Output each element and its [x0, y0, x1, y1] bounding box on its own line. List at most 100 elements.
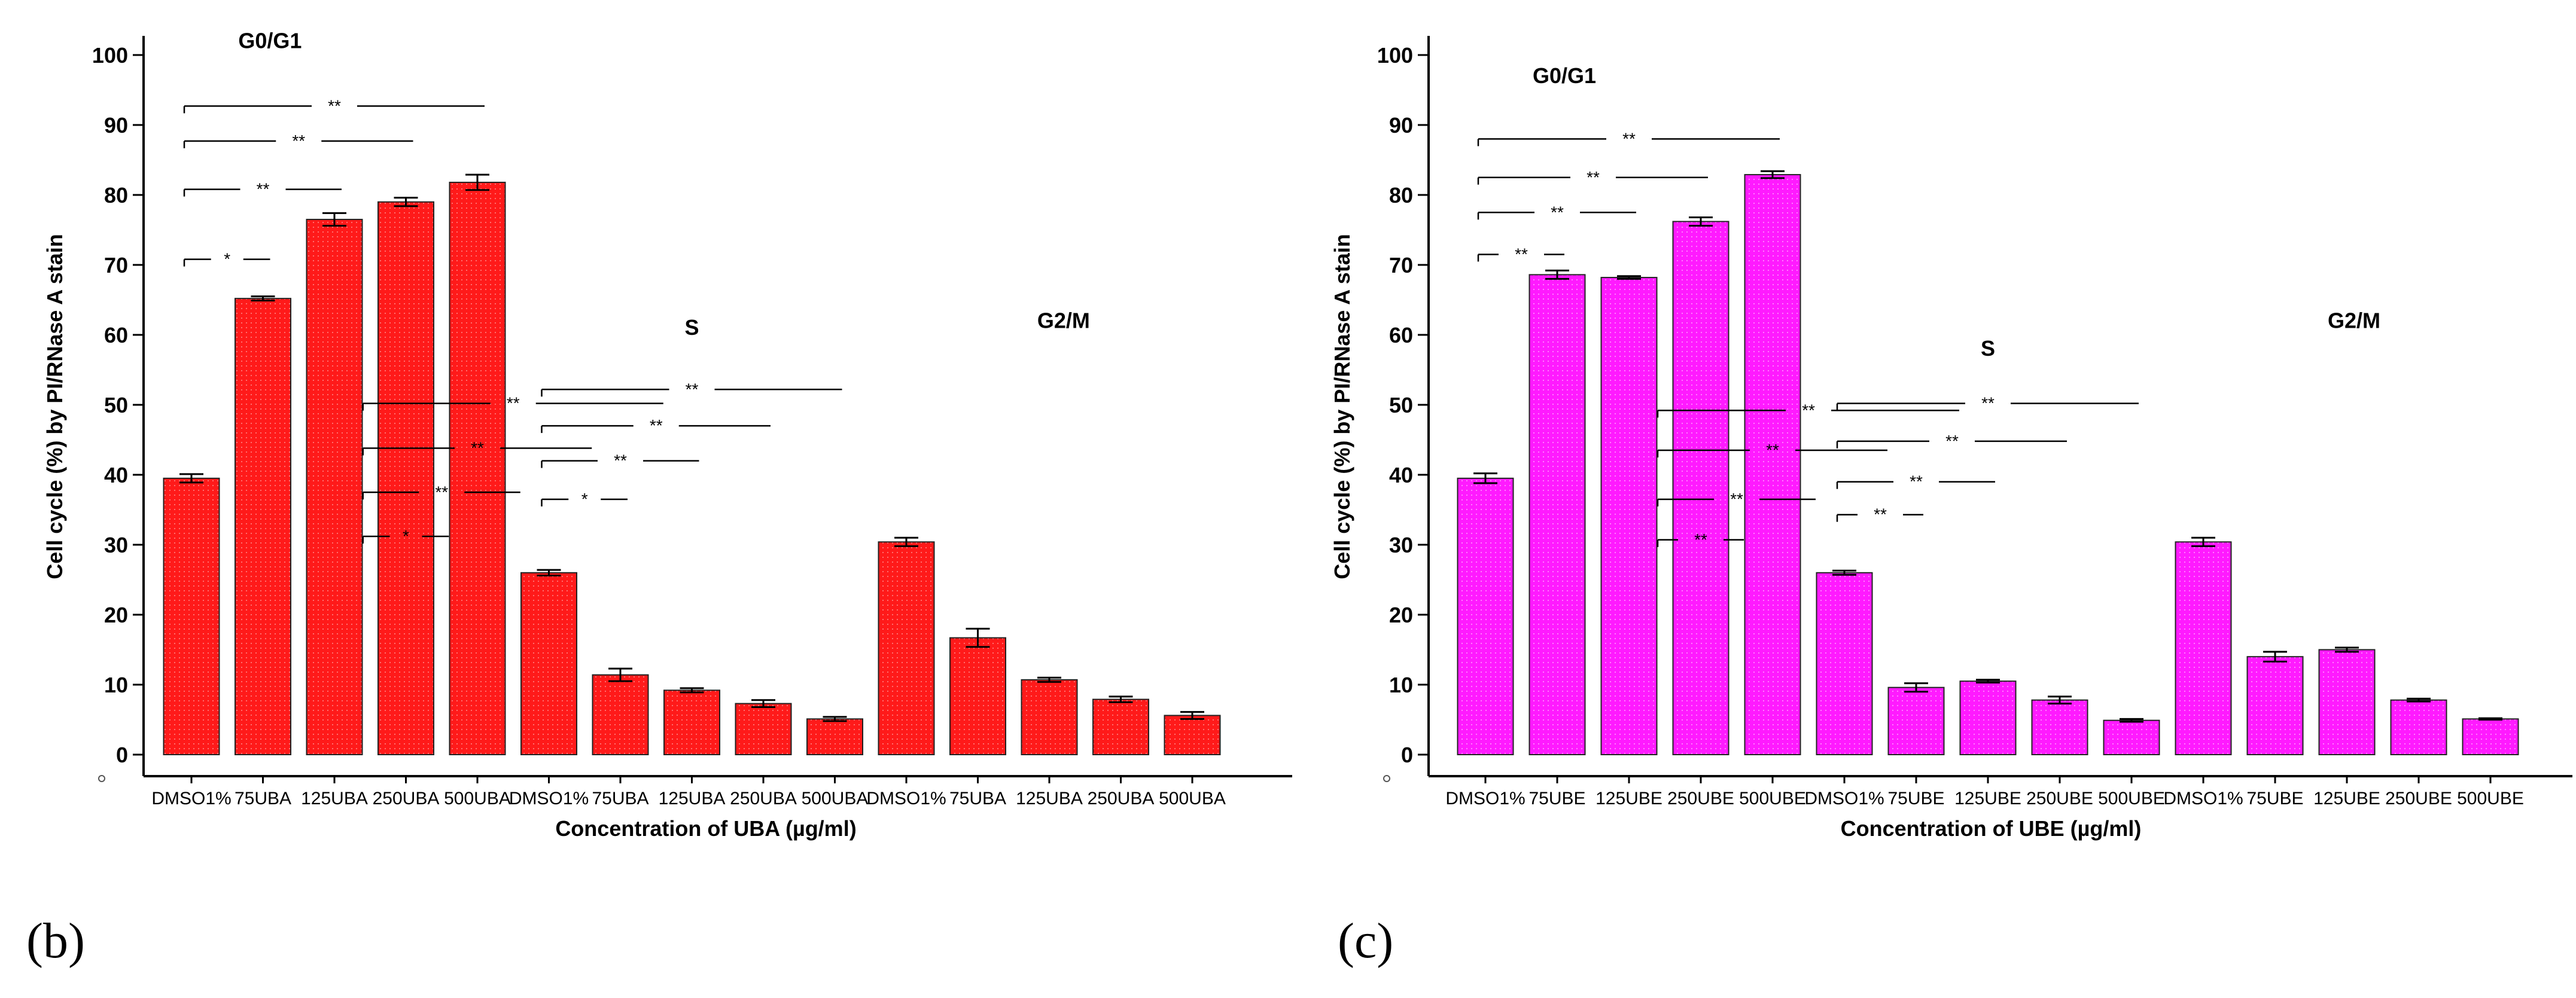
bar	[878, 541, 935, 755]
y-tick-label: 40	[104, 463, 128, 487]
significance-label: **	[507, 394, 520, 413]
significance-label: **	[1551, 203, 1564, 221]
x-tick-label: DMSO1%	[1804, 789, 1884, 808]
x-tick-label: 250UBE	[1667, 789, 1734, 808]
significance-label: *	[224, 250, 230, 268]
significance-label: **	[1515, 245, 1528, 263]
x-tick-label: 125UBA	[659, 789, 726, 808]
significance-label: **	[1910, 472, 1923, 491]
group-label: G0/G1	[1533, 63, 1596, 88]
bar	[520, 572, 577, 755]
x-tick-label: 500UBA	[1159, 789, 1226, 808]
chart-c: 0 10 20 30 40 50 60 70 80 90 100 Cell cycle (%) by …	[1330, 36, 2572, 841]
y-tick-label: 90	[104, 113, 128, 138]
y-tick-label: 20	[104, 603, 128, 627]
y-tick-label: 90	[1389, 113, 1413, 138]
y-tick-label: 100	[1377, 43, 1413, 68]
bar	[1528, 274, 1586, 755]
y-tick-label: 30	[1389, 533, 1413, 557]
significance-label: **	[435, 483, 448, 501]
chart-b: 0 10 20 30 40 50 60 70 80 90 100 Cell cycle (%) by …	[42, 28, 1292, 841]
x-tick-label: 75UBE	[1887, 789, 1944, 808]
x-tick-label: DMSO1%	[151, 789, 231, 808]
bar	[2390, 699, 2447, 755]
x-tick-label: 500UBE	[1739, 789, 1806, 808]
significance-label: *	[403, 527, 409, 545]
y-tick-label: 60	[104, 323, 128, 347]
y-tick-label: 100	[92, 43, 128, 68]
y-tick-label: 50	[104, 393, 128, 417]
x-tick-label: 125UBA	[1016, 789, 1083, 808]
significance-label: **	[292, 132, 305, 150]
group-label: G2/M	[2328, 308, 2380, 332]
group-label: G2/M	[1037, 308, 1090, 332]
significance-label: *	[581, 490, 588, 508]
group-label: S	[1981, 336, 1995, 361]
corner-mark	[98, 775, 105, 782]
x-tick-label: 500UBA	[444, 789, 511, 808]
bar	[663, 689, 720, 755]
x-tick-label: 125UBE	[1595, 789, 1662, 808]
x-tick-label: DMSO1%	[1445, 789, 1525, 808]
x-tick-label: 125UBA	[301, 789, 368, 808]
x-tick-label: DMSO1%	[866, 789, 946, 808]
bar	[735, 703, 792, 755]
significance-label: **	[1802, 401, 1815, 419]
bar	[1959, 680, 2017, 756]
significance-label: **	[1587, 168, 1600, 187]
y-tick-label: 10	[104, 673, 128, 697]
x-tick-label: 125UBE	[1954, 789, 2021, 808]
x-tick-label: DMSO1%	[509, 789, 589, 808]
bar	[1600, 277, 1658, 755]
y-tick-label: 10	[1389, 673, 1413, 697]
significance-label: **	[650, 416, 663, 435]
y-axis-label: Cell cycle (%) by PI/RNase A stain	[1330, 234, 1354, 579]
x-tick-label: 75UBA	[949, 789, 1006, 808]
panel-label-b: (b)	[26, 913, 85, 969]
x-axis-label: Concentration of UBA (µg/ml)	[555, 816, 856, 841]
x-tick-label: 250UBE	[2026, 789, 2093, 808]
bar	[2318, 649, 2376, 755]
x-tick-label: 75UBA	[235, 789, 291, 808]
significance-label: **	[1945, 432, 1959, 450]
bar	[1092, 698, 1149, 755]
bar	[1021, 679, 1078, 756]
y-tick-label: 70	[104, 253, 128, 277]
bar	[1744, 174, 1801, 755]
bar	[806, 718, 863, 755]
significance-label: **	[1730, 490, 1743, 508]
bar	[377, 201, 434, 755]
y-tick-label: 30	[104, 533, 128, 557]
significance-label: **	[1694, 530, 1707, 549]
bar	[306, 218, 363, 755]
significance-label: **	[257, 180, 270, 199]
y-axis-label: Cell cycle (%) by PI/RNase A stain	[42, 234, 67, 579]
y-tick-label: 70	[1389, 253, 1413, 277]
x-tick-label: 250UBE	[2385, 789, 2452, 808]
y-tick-label: 80	[104, 183, 128, 207]
x-tick-label: 250UBA	[373, 789, 440, 808]
bar	[1816, 572, 1873, 755]
bar	[2246, 656, 2304, 755]
y-tick-label: 80	[1389, 183, 1413, 207]
x-tick-label: 500UBE	[2457, 789, 2524, 808]
significance-label: **	[328, 96, 341, 115]
corner-mark	[1383, 775, 1390, 782]
bar	[2031, 699, 2088, 755]
bar	[235, 298, 291, 756]
significance-label: **	[1766, 441, 1779, 459]
x-tick-label: 250UBA	[1088, 789, 1155, 808]
bar	[1887, 686, 1945, 756]
significance-label: **	[686, 380, 699, 398]
x-tick-label: DMSO1%	[2163, 789, 2243, 808]
y-tick-label: 60	[1389, 323, 1413, 347]
significance-label: **	[471, 439, 484, 457]
y-tick-label: 50	[1389, 393, 1413, 417]
x-tick-label: 75UBA	[592, 789, 648, 808]
x-tick-label: 250UBA	[730, 789, 797, 808]
bar	[1164, 715, 1221, 755]
x-axis-label: Concentration of UBE (µg/ml)	[1841, 816, 2142, 841]
significance-label: **	[1874, 505, 1887, 524]
group-label: S	[684, 315, 699, 340]
